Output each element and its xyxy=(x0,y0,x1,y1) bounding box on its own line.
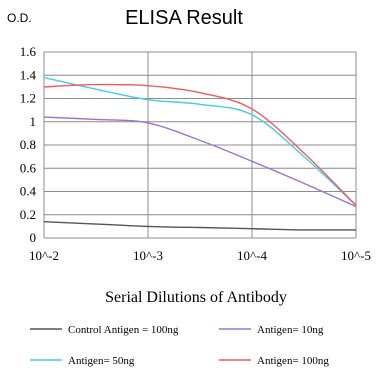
y-tick-label: 1.2 xyxy=(20,91,36,106)
y-tick-label: 0.2 xyxy=(20,207,36,222)
y-tick-label: 1.6 xyxy=(20,44,37,59)
y-tick-label: 0.4 xyxy=(20,184,37,199)
y-tick-label: 0.6 xyxy=(20,160,37,175)
y-tick-label: 1.4 xyxy=(20,67,37,82)
series-line-2 xyxy=(43,116,357,208)
legend-label: Control Antigen = 100ng xyxy=(68,324,179,336)
series-line-4 xyxy=(43,83,357,206)
x-tick-label: 10^-2 xyxy=(29,248,59,263)
chart-title: ELISA Result xyxy=(125,7,243,29)
legend-label: Antigen= 100ng xyxy=(257,355,329,367)
x-tick-label: 10^-5 xyxy=(341,248,371,263)
legend-item: Antigen= 10ng xyxy=(219,324,324,336)
y-tick-label: 1 xyxy=(30,114,37,129)
series-line-1 xyxy=(43,221,357,231)
legend-item: Control Antigen = 100ng xyxy=(30,324,179,336)
y-tick-labels: 0 0.2 0.4 0.6 0.8 1 1.2 1.4 1.6 xyxy=(20,44,37,245)
legend-label: Antigen= 50ng xyxy=(68,355,135,367)
y-tick-label: 0.8 xyxy=(20,137,36,152)
legend-item: Antigen= 50ng xyxy=(30,355,135,367)
x-axis-label: Serial Dilutions of Antibody xyxy=(105,289,287,306)
x-tick-labels: 10^-2 10^-3 10^-4 10^-5 xyxy=(29,248,371,263)
x-tick-label: 10^-4 xyxy=(237,248,267,263)
legend-label: Antigen= 10ng xyxy=(257,324,324,336)
series-lines xyxy=(43,76,357,231)
grid-lines xyxy=(43,51,357,239)
y-axis-label: O.D. xyxy=(7,11,32,25)
legend-item: Antigen= 100ng xyxy=(219,355,329,367)
legend: Control Antigen = 100ng Antigen= 10ng Anti… xyxy=(30,324,329,367)
x-tick-label: 10^-3 xyxy=(133,248,163,263)
y-tick-label: 0 xyxy=(30,230,37,245)
series-line-3 xyxy=(43,76,357,206)
